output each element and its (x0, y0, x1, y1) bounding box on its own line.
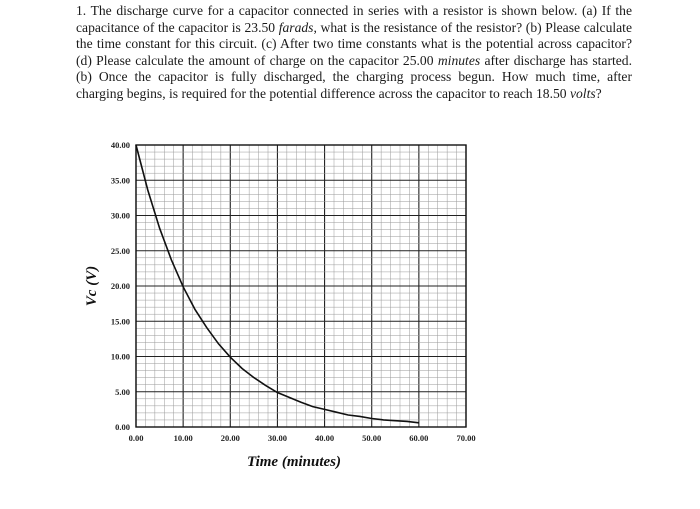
x-tick-label: 40.00 (315, 433, 334, 443)
y-tick-label: 0.00 (115, 422, 130, 432)
x-tick-label: 60.00 (409, 433, 428, 443)
unit-volts: volts (569, 85, 596, 101)
y-tick-label: 25.00 (111, 246, 130, 256)
chart-ticks: 0.00 5.00 10.00 15.00 20.00 25.00 30.00 35.00 40… (111, 140, 476, 443)
discharge-curve-line (135, 144, 419, 424)
x-tick-label: 70.00 (456, 433, 475, 443)
y-axis-label: Vc (V) (84, 266, 100, 306)
x-tick-label: 0.00 (129, 433, 144, 443)
problem-text-part-4: ? (595, 85, 602, 101)
y-tick-label: 15.00 (111, 316, 130, 326)
chart-curve (135, 144, 419, 424)
x-tick-label: 30.00 (268, 433, 287, 443)
plot-border (135, 144, 467, 428)
x-axis-label: Time (minutes) (247, 454, 341, 470)
x-tick-label: 10.00 (174, 433, 193, 443)
problem-text-part-2: , what is the resistance of the resistor… (76, 19, 632, 68)
problem-text-part-1: 1. The discharge curve for a capacitor c… (76, 3, 632, 35)
problem-text-part-3: after discharge has started. (b) Once th… (76, 52, 632, 101)
unit-farads: farads (278, 19, 314, 35)
y-tick-label: 5.00 (115, 387, 130, 397)
problem-statement: 1. The discharge curve for a capacitor c… (76, 3, 632, 103)
chart-grid (135, 144, 467, 428)
x-tick-label: 20.00 (221, 433, 240, 443)
y-tick-label: 30.00 (111, 211, 130, 221)
y-tick-label: 40.00 (111, 140, 130, 150)
unit-minutes: minutes (437, 52, 481, 68)
y-tick-label: 10.00 (111, 352, 130, 362)
y-tick-label: 20.00 (111, 281, 130, 291)
y-tick-label: 35.00 (111, 175, 130, 185)
x-tick-label: 50.00 (362, 433, 381, 443)
